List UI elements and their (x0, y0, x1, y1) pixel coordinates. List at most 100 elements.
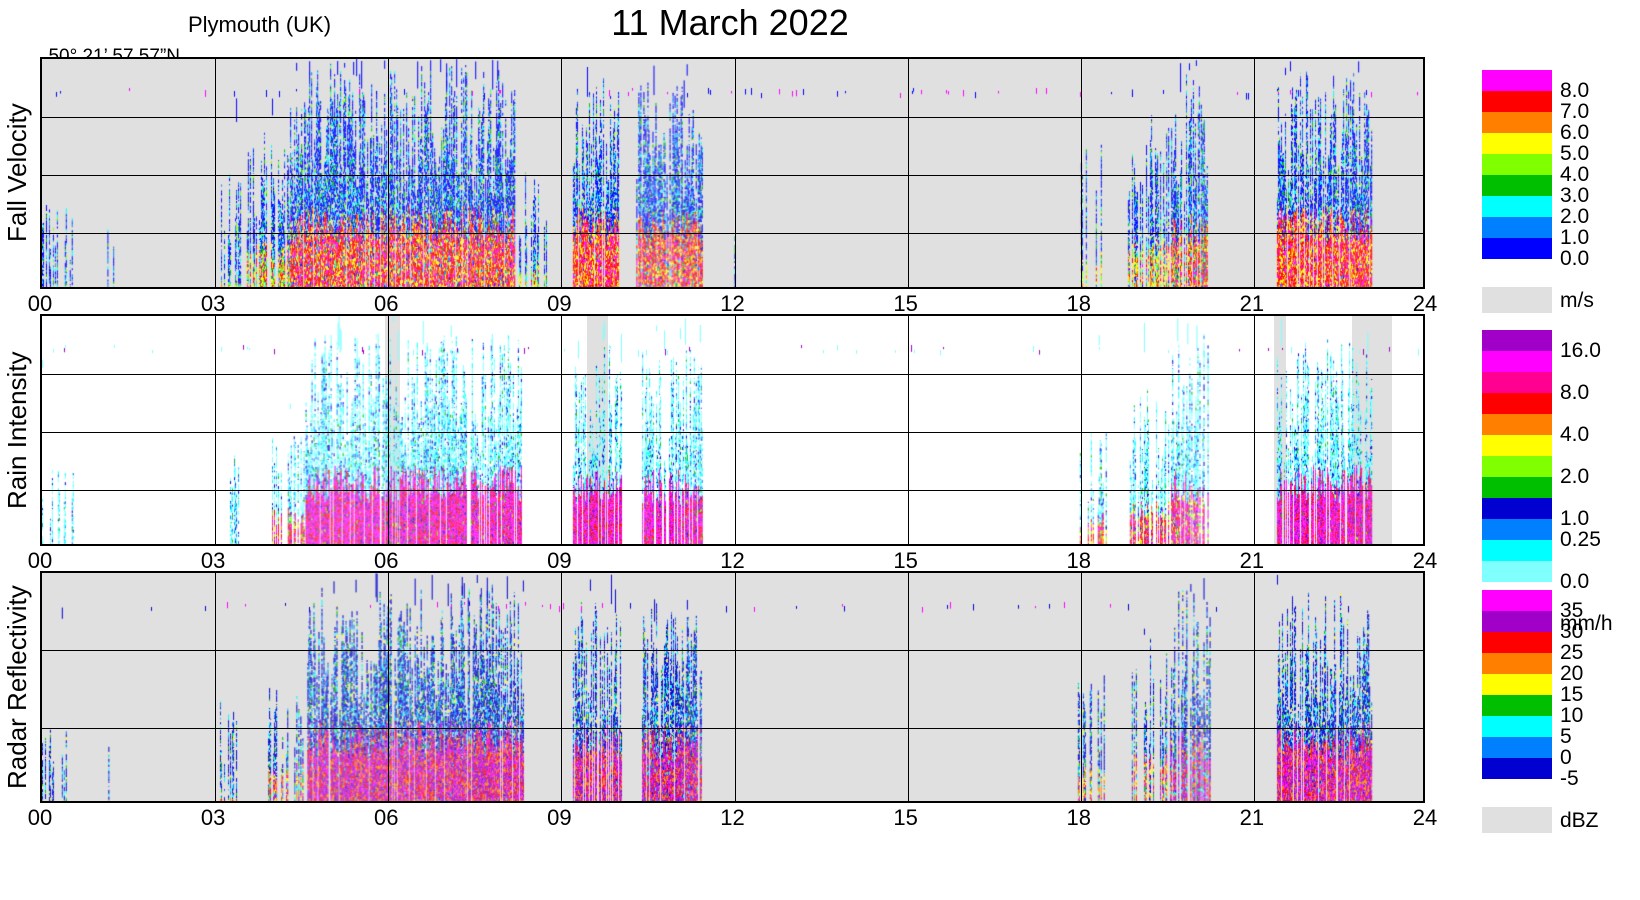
vertical-gridline (388, 59, 389, 287)
vertical-gridline (561, 573, 562, 801)
x-tick-label: 24 (1412, 548, 1438, 573)
colorbar-tick-label: 2.0 (1560, 205, 1590, 228)
colorbar-band (1482, 91, 1552, 112)
x-tick-label: 18 (1066, 291, 1091, 316)
colorbar-fall-velocity: 8.0 7.0 6.0 5.0 4.0 3.0 2.0 1.0 0.0 m/s (1470, 70, 1640, 329)
colorbar-band (1482, 498, 1552, 519)
horizontal-gridline (42, 175, 1423, 176)
colorbar-tick-label: 15 (1560, 683, 1584, 706)
x-tick-label: 06 (374, 291, 399, 316)
colorbar-strip (1482, 590, 1552, 779)
colorbar-band (1482, 372, 1552, 393)
horizontal-gridline (42, 374, 1423, 375)
colorbar-tick-label: 8.0 (1560, 381, 1590, 404)
x-tick-label: 15 (893, 291, 918, 316)
colorbar-tick-label: 35 (1560, 599, 1584, 622)
vertical-gridline (388, 573, 389, 801)
x-tick-label: 12 (720, 291, 745, 316)
colorbar-band (1482, 154, 1552, 175)
x-tick-label: 12 (720, 805, 745, 830)
colorbar-nodata-swatch (1482, 287, 1552, 313)
x-tick-label: 15 (893, 548, 918, 573)
x-tick-label: 09 (547, 805, 572, 830)
colorbar-band (1482, 477, 1552, 498)
colorbar-tick-label: 10 (1560, 704, 1584, 727)
vertical-gridline (215, 59, 216, 287)
vertical-gridline (215, 573, 216, 801)
colorbar-tick-label: 16.0 (1560, 339, 1601, 362)
x-tick-label: 21 (1239, 548, 1265, 573)
vertical-gridline (735, 316, 736, 544)
x-axis-rain-intensity: 00 03 06 09 12 15 18 21 24 (28, 548, 1437, 574)
y-axis-label-fall-velocity: Fall Velocity (2, 103, 32, 243)
colorbar-band (1482, 716, 1552, 737)
plot-area-rain-intensity (40, 314, 1425, 546)
colorbar-band (1482, 590, 1552, 611)
page-title: 11 March 2022 (611, 2, 849, 43)
x-tick-label: 09 (547, 548, 572, 573)
colorbar-tick-label: 8.0 (1560, 79, 1590, 102)
vertical-gridline (735, 59, 736, 287)
horizontal-gridline (42, 117, 1423, 118)
x-tick-label: 03 (200, 805, 226, 830)
colorbar-band (1482, 758, 1552, 779)
horizontal-gridline (42, 650, 1423, 651)
colorbar-tick-label: 4.0 (1560, 423, 1590, 446)
vertical-gridline (908, 573, 909, 801)
colorbar-tick-label: 20 (1560, 662, 1584, 685)
panel-rain-intensity (40, 314, 1425, 546)
colorbar-unit-label: m/s (1560, 289, 1594, 312)
x-tick-label: 12 (720, 548, 745, 573)
colorbar-strip (1482, 70, 1552, 259)
colorbar-band (1482, 196, 1552, 217)
vertical-gridline (908, 59, 909, 287)
colorbar-band (1482, 695, 1552, 716)
colorbar-tick-label: 25 (1560, 641, 1584, 664)
x-tick-label: 00 (27, 805, 53, 830)
plot-area-fall-velocity (40, 57, 1425, 289)
colorbar-band (1482, 238, 1552, 259)
colorbar-band (1482, 435, 1552, 456)
x-tick-label: 21 (1239, 805, 1265, 830)
colorbar-tick-label: 6.0 (1560, 121, 1590, 144)
colorbar-band (1482, 737, 1552, 758)
x-tick-label: 06 (374, 548, 399, 573)
x-tick-label: 03 (200, 548, 226, 573)
data-canvas-radar-reflectivity (42, 573, 1423, 801)
x-tick-label: 24 (1412, 291, 1438, 316)
x-axis-radar-reflectivity: 00 03 06 09 12 15 18 21 24 (28, 805, 1437, 831)
y-axis-label-rain-intensity: Rain Intensity (2, 351, 32, 509)
colorbar-tick-label: 0.0 (1560, 570, 1590, 593)
x-tick-label: 18 (1066, 548, 1091, 573)
x-tick-label: 00 (27, 548, 53, 573)
vertical-gridline (215, 316, 216, 544)
colorbar-tick-label: 1.0 (1560, 507, 1590, 530)
colorbar-tick-label: 4.0 (1560, 163, 1590, 186)
vertical-gridline (1081, 316, 1082, 544)
colorbar-band (1482, 674, 1552, 695)
data-canvas-rain-intensity (42, 316, 1423, 544)
colorbar-band (1482, 112, 1552, 133)
station-name: Plymouth (UK) (188, 12, 332, 37)
colorbar-tick-label: 0.0 (1560, 247, 1590, 270)
colorbar-tick-label: 0 (1560, 746, 1572, 769)
vertical-gridline (1254, 59, 1255, 287)
colorbar-radar-reflectivity: 35 30 25 20 15 10 5 0 -5 dBZ (1470, 590, 1640, 849)
data-canvas-fall-velocity (42, 59, 1423, 287)
colorbar-tick-label: 30 (1560, 620, 1584, 643)
x-tick-label: 00 (27, 291, 53, 316)
colorbar-tick-label: 1.0 (1560, 226, 1590, 249)
colorbar-band (1482, 414, 1552, 435)
colorbar-band (1482, 611, 1552, 632)
colorbar-unit-label: mm/h (1560, 612, 1613, 635)
horizontal-gridline (42, 233, 1423, 234)
chart-header: 50° 21’ 57.57”N 4° 8’ 51.70”W Plymouth (… (0, 0, 1640, 130)
vertical-gridline (735, 573, 736, 801)
vertical-gridline (1254, 573, 1255, 801)
colorbar-band (1482, 175, 1552, 196)
colorbar-unit-label: dBZ (1560, 809, 1599, 832)
colorbar-band (1482, 519, 1552, 540)
x-tick-label: 09 (547, 291, 572, 316)
vertical-gridline (1081, 573, 1082, 801)
colorbar-band (1482, 456, 1552, 477)
